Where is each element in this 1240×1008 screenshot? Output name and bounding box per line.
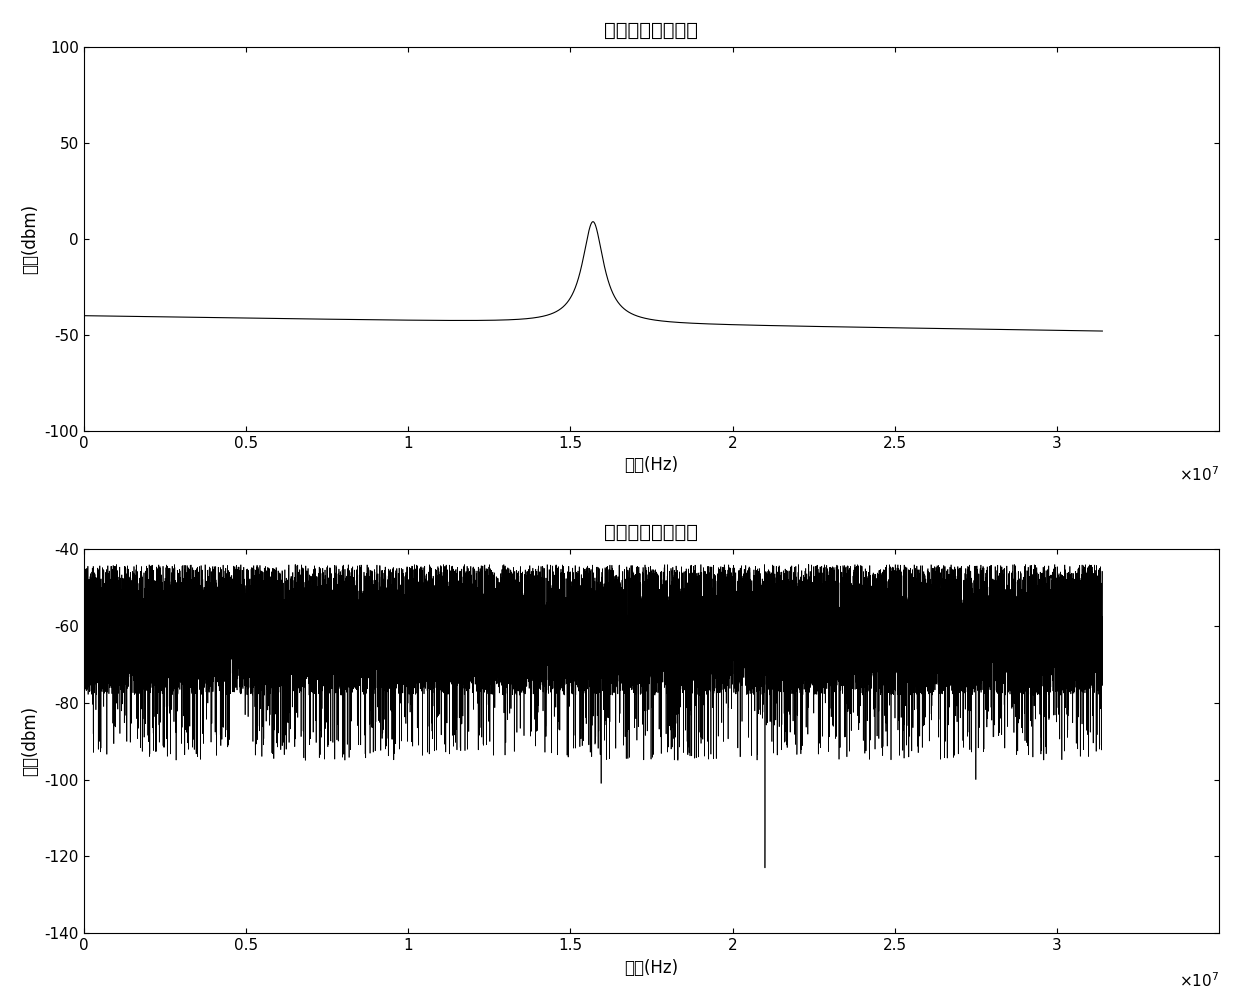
Title: 抗干扰后功率谱图: 抗干扰后功率谱图 (604, 523, 698, 542)
Y-axis label: 功率(dbm): 功率(dbm) (21, 204, 38, 274)
Text: $\times10^7$: $\times10^7$ (1179, 466, 1219, 484)
X-axis label: 频率(Hz): 频率(Hz) (624, 457, 678, 475)
Title: 抗干扰前功率谱图: 抗干扰前功率谱图 (604, 21, 698, 40)
Y-axis label: 功率(dbm): 功率(dbm) (21, 707, 38, 776)
Text: $\times10^7$: $\times10^7$ (1179, 972, 1219, 990)
X-axis label: 频率(Hz): 频率(Hz) (624, 959, 678, 977)
